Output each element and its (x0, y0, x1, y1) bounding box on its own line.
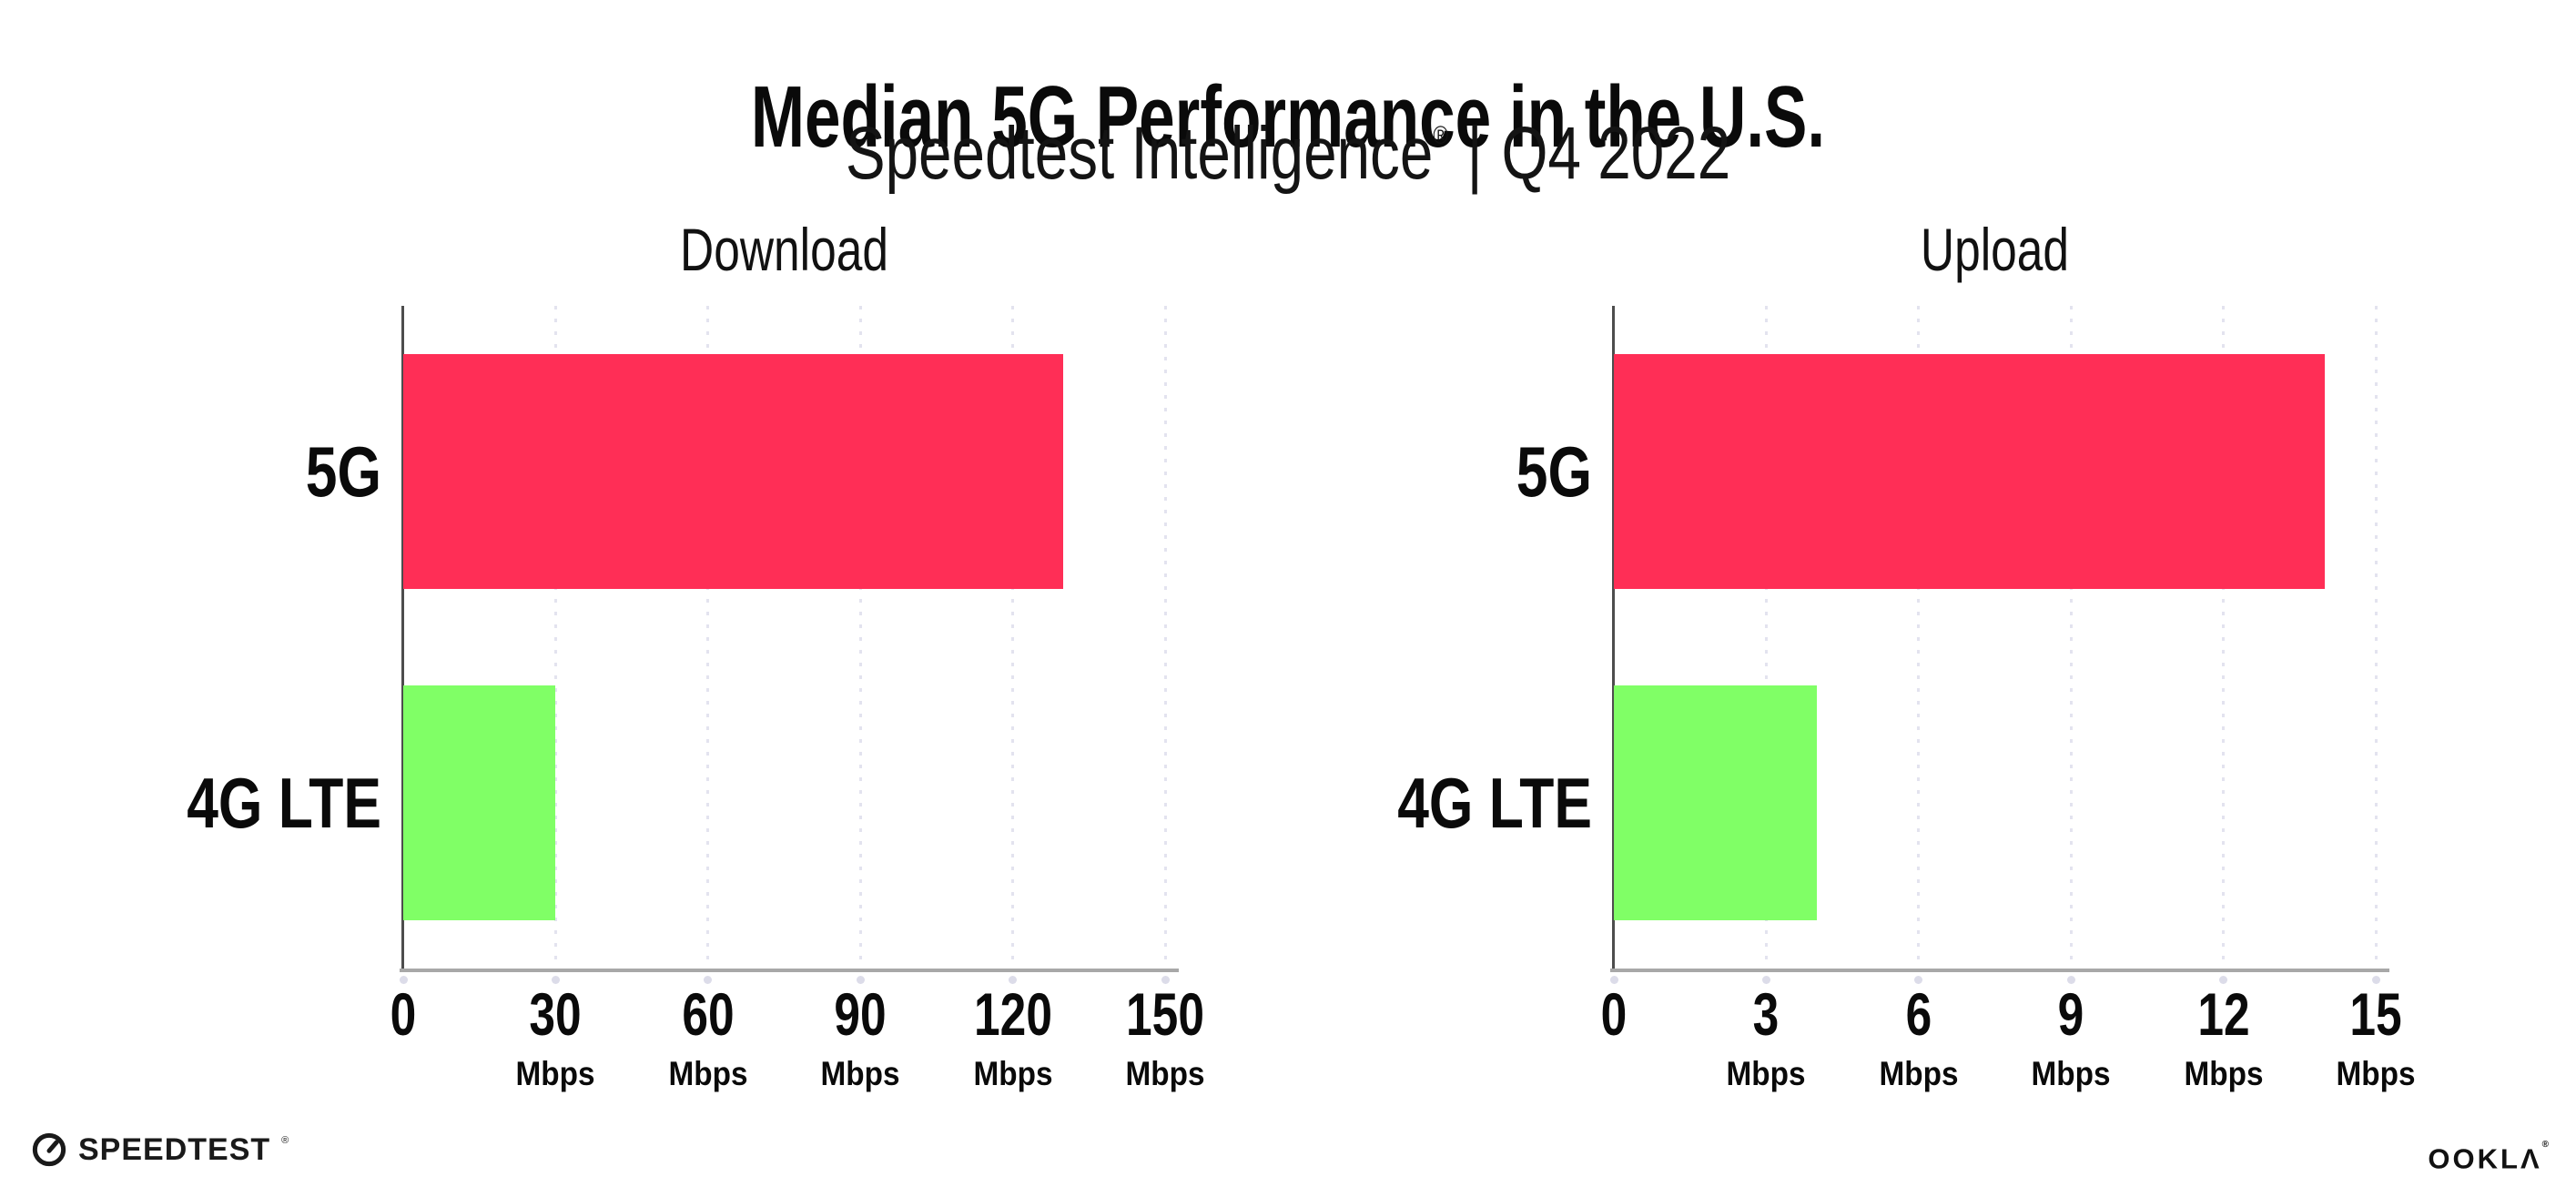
subtitle-period: Q4 2022 (1501, 112, 1731, 195)
x-tick-label: 6 (1905, 980, 1932, 1048)
x-tick-unit-label: Mbps (1125, 1055, 1205, 1092)
x-tick-mark (1009, 976, 1018, 984)
registered-mark-icon: ® (1433, 121, 1448, 149)
x-tick-unit-label: Mbps (2184, 1055, 2264, 1092)
x-tick-mark (2066, 976, 2075, 984)
download-y-axis-line (401, 306, 404, 970)
x-tick-label: 15 (2349, 980, 2402, 1048)
ookla-logo: OOKLΛ® (2428, 1138, 2549, 1174)
x-tick-label: 150 (1126, 980, 1204, 1048)
x-tick-unit-label: Mbps (1879, 1055, 1959, 1092)
x-tick-mark (2219, 976, 2228, 984)
subtitle-brand: Speedtest Intelligence (845, 112, 1434, 195)
upload-plot-area (1609, 306, 2389, 984)
x-tick-mark (2371, 976, 2380, 984)
upload-chart: Upload 0 3 Mbps 6 Mbps 9 Mbps 12 Mbps 15 Mbps 5G 4G … (1313, 208, 2415, 1127)
x-tick-mark (856, 976, 865, 984)
x-tick-label: 0 (390, 980, 417, 1048)
x-tick-mark (399, 976, 408, 984)
speedtest-wordmark: SPEEDTEST (78, 1131, 271, 1167)
page-subtitle: Speedtest Intelligence® | Q4 2022 (258, 111, 2318, 197)
category-label-4g-lte: 4G LTE (1397, 763, 1592, 843)
bar-4g-lte (1614, 685, 1818, 920)
gridline-120-mbps (1011, 306, 1015, 969)
x-tick-mark (1161, 976, 1170, 984)
ookla-wordmark: OOKLΛ (2428, 1142, 2542, 1175)
x-tick-label: 9 (2057, 980, 2084, 1048)
x-tick-mark (551, 976, 560, 984)
x-tick-unit-label: Mbps (515, 1055, 595, 1092)
category-label-5g: 5G (305, 431, 381, 512)
gridline-6-mbps (1917, 306, 1921, 969)
gridline-3-mbps (1764, 306, 1768, 969)
upload-x-axis-line (1610, 969, 2389, 972)
speedtest-gauge-icon (32, 1132, 66, 1167)
subtitle-separator: | (1466, 112, 1483, 195)
download-chart-title: Download (680, 216, 888, 283)
x-tick-mark (1761, 976, 1770, 984)
bar-5g (1614, 354, 2326, 589)
x-tick-label: 30 (529, 980, 583, 1048)
upload-chart-title: Upload (1920, 216, 2070, 283)
gridline-15-mbps (2374, 306, 2378, 969)
speedtest-logo: SPEEDTEST ® (31, 1127, 289, 1172)
gridline-90-mbps (858, 306, 862, 969)
x-tick-unit-label: Mbps (2031, 1055, 2111, 1092)
bar-5g (403, 354, 1064, 589)
x-tick-mark (1914, 976, 1923, 984)
speedtest-registered-mark-icon: ® (281, 1135, 289, 1146)
x-tick-unit-label: Mbps (668, 1055, 748, 1092)
download-plot-area (399, 306, 1179, 984)
ookla-registered-mark-icon: ® (2541, 1140, 2549, 1150)
x-tick-label: 3 (1753, 980, 1780, 1048)
x-tick-label: 12 (2196, 980, 2250, 1048)
x-tick-label: 0 (1600, 980, 1628, 1048)
x-tick-unit-label: Mbps (1726, 1055, 1806, 1092)
x-tick-label: 90 (834, 980, 887, 1048)
x-tick-unit-label: Mbps (820, 1055, 900, 1092)
gridline-12-mbps (2222, 306, 2226, 969)
gridline-30-mbps (553, 306, 557, 969)
category-label-4g-lte: 4G LTE (187, 763, 381, 843)
x-tick-label: 60 (682, 980, 735, 1048)
gridline-150-mbps (1163, 306, 1167, 969)
bar-4g-lte (403, 685, 556, 920)
download-chart: Download 0 30 Mbps 60 Mbps 90 Mbps 120 Mbps 150 Mb… (103, 208, 1204, 1127)
download-x-axis-line (400, 969, 1179, 972)
category-label-5g: 5G (1516, 431, 1592, 512)
x-tick-unit-label: Mbps (2336, 1055, 2416, 1092)
gridline-9-mbps (2069, 306, 2073, 969)
upload-y-axis-line (1612, 306, 1615, 970)
page-title: Median 5G Performance in the U.S. (750, 68, 1826, 167)
gridline-60-mbps (706, 306, 710, 969)
x-tick-mark (1609, 976, 1618, 984)
x-tick-label: 120 (973, 980, 1052, 1048)
x-tick-mark (704, 976, 713, 984)
x-tick-unit-label: Mbps (973, 1055, 1053, 1092)
